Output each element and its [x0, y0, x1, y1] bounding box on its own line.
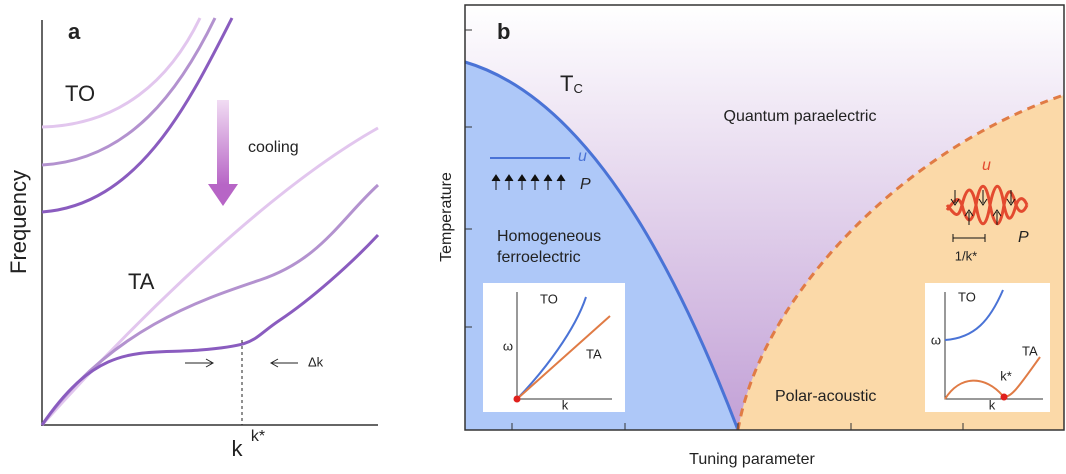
x-axis-label: Tuning parameter — [689, 451, 815, 468]
dispersion-curves — [42, 18, 378, 425]
x-axis-label: k — [232, 436, 244, 461]
k-star: k* — [251, 428, 265, 445]
ta-label: TA — [586, 346, 602, 361]
tc-main: T — [560, 71, 573, 96]
p-label: P — [1018, 229, 1029, 246]
tc-sub: C — [573, 81, 582, 96]
u-label: u — [982, 157, 991, 174]
ta-label: TA — [1022, 343, 1038, 358]
region-label: ferroelectric — [497, 249, 581, 266]
scale-label: 1/k* — [955, 248, 977, 263]
panel-b: b TC Quantum paraelectric Homogeneous fe… — [438, 5, 1064, 468]
to-label: TO — [540, 291, 558, 306]
delta-arrow — [271, 359, 298, 367]
region-label: Quantum paraelectric — [724, 108, 877, 125]
to-label: TO — [958, 289, 976, 304]
cooling-arrow-head — [208, 184, 238, 206]
p-label: P — [580, 176, 591, 193]
k-star: k* — [1000, 368, 1012, 383]
y-axis-label: Frequency — [6, 170, 31, 274]
panel-label: a — [68, 19, 81, 44]
omega-label: ω — [503, 338, 513, 353]
omega-label: ω — [931, 332, 941, 347]
delta-arrow — [185, 359, 213, 367]
origin-dot — [514, 396, 521, 403]
to-label: TO — [65, 81, 95, 106]
k-label: k — [989, 397, 996, 412]
cooling-arrow — [217, 100, 229, 185]
cooling-label: cooling — [248, 139, 299, 156]
panel-a: a TO cooling TA Δk k k* Frequency — [6, 18, 378, 461]
k-label: k — [562, 397, 569, 412]
k-star-dot — [1001, 394, 1008, 401]
panel-label: b — [497, 19, 510, 44]
figure: a TO cooling TA Δk k k* Frequency b TC Q… — [0, 0, 1066, 474]
region-label: Homogeneous — [497, 228, 601, 245]
region-label: Polar-acoustic — [775, 388, 876, 405]
y-axis-label: Temperature — [438, 172, 455, 262]
ta-label: TA — [128, 269, 155, 294]
delta-k: Δk — [308, 354, 324, 369]
u-label: u — [578, 148, 587, 165]
